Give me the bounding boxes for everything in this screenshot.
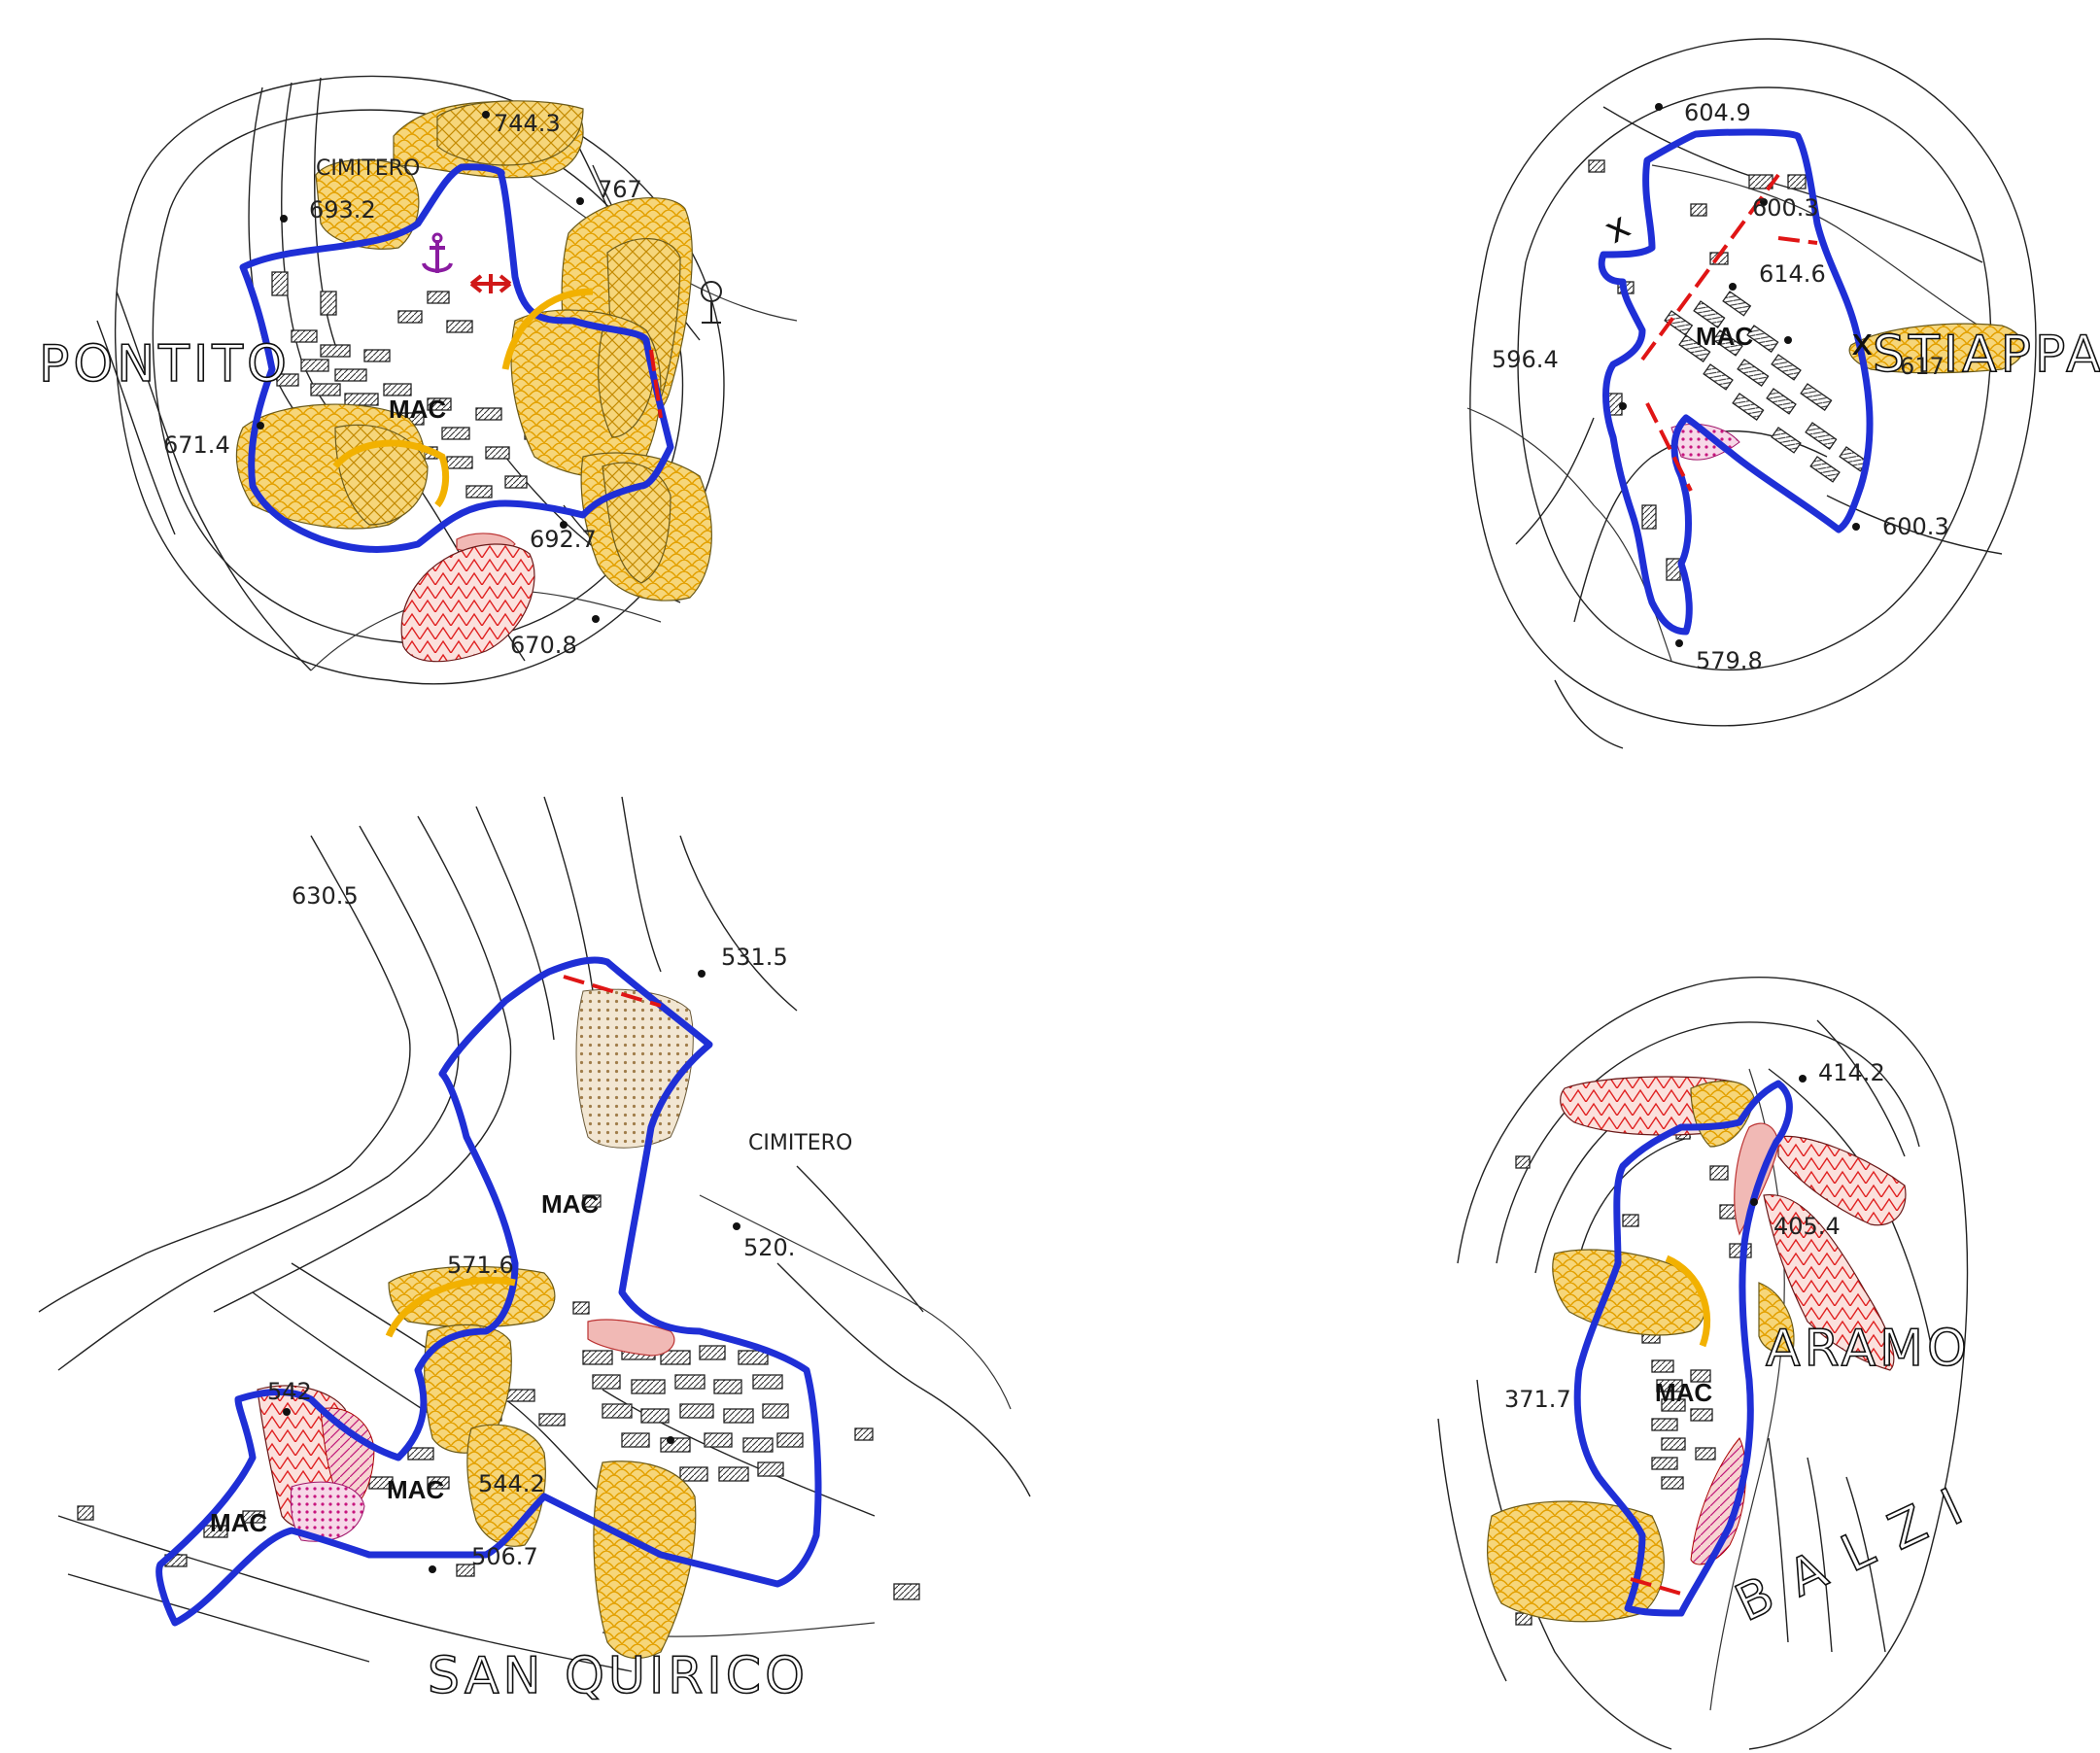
spot-height: 371.7 (1504, 1386, 1571, 1413)
stiappa-dashed-line-2 (1778, 238, 1817, 243)
spot-height: 630.5 (292, 882, 359, 910)
spot-height: 542 (267, 1378, 312, 1405)
aramo-map: ARAMO B A L Z I MAC 414.2 405.4 371.7 (1438, 978, 1975, 1749)
mac-label-aramo: MAC (1655, 1378, 1712, 1407)
mac-label-pontito: MAC (389, 395, 446, 424)
spot-height: 767 (598, 176, 642, 203)
stiappa-mac-boundary (1601, 132, 1870, 632)
spot-height: 506.7 (471, 1543, 538, 1570)
tower-icon (702, 282, 721, 323)
double-arrow-icon (471, 274, 510, 293)
mac-label-san-quirico: MAC (210, 1508, 267, 1537)
spot-height: 571.6 (447, 1252, 514, 1279)
spot-height: 692.7 (530, 526, 597, 553)
mac-label-san-quirico: MAC (541, 1189, 599, 1219)
san-quirico-map: SAN QUIRICO CIMITERO MAC MAC MAC 630.5 5… (39, 797, 1030, 1705)
pontito-map: PONTITO CIMITERO MAC 744.3 693.2 767 671… (39, 77, 797, 684)
spot-height: 614.6 (1759, 260, 1826, 288)
mac-label-stiappa: MAC (1696, 322, 1753, 351)
spot-height: 405.4 (1773, 1213, 1841, 1240)
spot-height: 544.2 (478, 1470, 545, 1497)
stiappa-map: STIAPPA MAC x x 604.9 600.3 614.6 596.4 … (1467, 39, 2100, 748)
spot-height: 520. (743, 1234, 795, 1261)
cemetery-label-san-quirico: CIMITERO (748, 1131, 852, 1155)
place-name-balzi: B A L Z I (1727, 1476, 1975, 1633)
spot-height: 596.4 (1492, 346, 1559, 373)
village-name-aramo: ARAMO (1766, 1320, 1971, 1378)
mac-label-san-quirico: MAC (387, 1475, 444, 1504)
spot-height: 604.9 (1684, 99, 1751, 126)
cemetery-label-pontito: CIMITERO (316, 156, 420, 181)
spot-height: 693.2 (309, 196, 376, 223)
spot-height: 670.8 (510, 632, 577, 659)
spot-height: 617 (1900, 353, 1945, 380)
anchor-icon (424, 234, 451, 273)
spot-height: 531.5 (721, 944, 788, 971)
spot-height: 600.3 (1882, 513, 1949, 540)
village-name-san-quirico: SAN QUIRICO (428, 1647, 809, 1705)
stiappa-contours (1467, 39, 2036, 748)
spot-height: 579.8 (1696, 647, 1763, 674)
spot-height: 600.3 (1752, 194, 1819, 222)
spot-height: 744.3 (494, 110, 561, 137)
stiappa-x-mark: x (1597, 204, 1636, 252)
spot-height: 671.4 (163, 431, 230, 459)
spot-height: 414.2 (1818, 1059, 1885, 1086)
stiappa-x-mark: x (1851, 321, 1874, 363)
village-name-pontito: PONTITO (39, 335, 291, 394)
